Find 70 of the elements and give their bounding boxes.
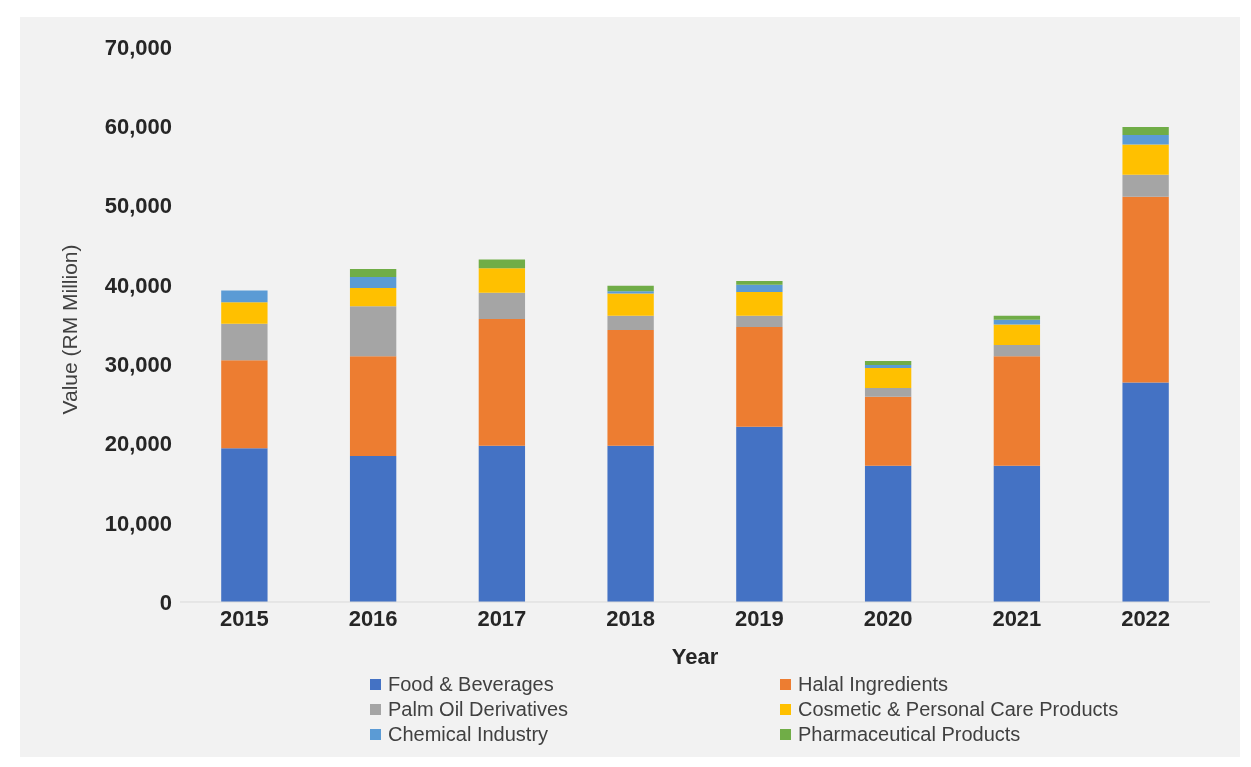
bar bbox=[864, 396, 912, 466]
legend-label: Palm Oil Derivatives bbox=[388, 697, 569, 722]
legend-label: Pharmaceutical Products bbox=[798, 722, 1021, 747]
bar bbox=[864, 465, 912, 602]
bar bbox=[478, 292, 526, 319]
bar bbox=[1122, 196, 1169, 383]
bar bbox=[1122, 382, 1169, 602]
bar bbox=[1122, 144, 1169, 175]
bar bbox=[736, 284, 783, 292]
bar bbox=[349, 269, 397, 277]
bar bbox=[478, 318, 526, 446]
bar bbox=[221, 290, 268, 303]
x-tick-label: 2022 bbox=[1121, 605, 1171, 631]
bar bbox=[478, 259, 526, 269]
bar bbox=[221, 302, 268, 324]
x-axis-title: Year bbox=[671, 644, 719, 669]
bar bbox=[864, 360, 912, 365]
bar bbox=[1122, 135, 1169, 145]
bar bbox=[607, 445, 654, 602]
bar bbox=[349, 356, 397, 457]
legend-label: Food & Beverages bbox=[388, 672, 554, 697]
bar bbox=[736, 291, 783, 316]
bar bbox=[607, 285, 654, 292]
bar bbox=[607, 315, 654, 331]
legend-label: Halal Ingredients bbox=[798, 672, 949, 697]
bar bbox=[993, 345, 1041, 357]
bar bbox=[736, 280, 783, 285]
bar bbox=[993, 324, 1041, 346]
bar bbox=[349, 276, 397, 289]
y-tick-label: 10,000 bbox=[104, 510, 172, 536]
bar bbox=[221, 448, 268, 602]
x-tick-label: 2020 bbox=[863, 605, 913, 631]
bar bbox=[478, 445, 526, 602]
x-tick-label: 2021 bbox=[992, 605, 1042, 631]
bar bbox=[607, 293, 654, 316]
bar bbox=[607, 291, 654, 294]
bar bbox=[993, 315, 1041, 320]
bar bbox=[349, 306, 397, 357]
bar bbox=[1122, 174, 1169, 197]
y-tick-label: 50,000 bbox=[104, 193, 172, 219]
bar bbox=[993, 356, 1041, 466]
bar bbox=[993, 319, 1041, 325]
x-tick-label: 2016 bbox=[348, 605, 398, 631]
x-tick-label: 2018 bbox=[606, 605, 656, 631]
bar bbox=[221, 323, 268, 361]
y-tick-label: 40,000 bbox=[104, 272, 172, 298]
x-tick-label: 2019 bbox=[734, 605, 784, 631]
bar bbox=[993, 465, 1041, 602]
bar bbox=[864, 364, 912, 369]
bar bbox=[349, 288, 397, 307]
legend-label: Cosmetic & Personal Care Products bbox=[798, 697, 1119, 722]
y-tick-label: 30,000 bbox=[104, 351, 172, 377]
y-tick-label: 20,000 bbox=[104, 431, 172, 457]
x-tick-label: 2015 bbox=[219, 605, 269, 631]
x-tick-label: 2017 bbox=[477, 605, 527, 631]
bar bbox=[736, 426, 783, 602]
bar bbox=[221, 360, 268, 449]
bar bbox=[478, 268, 526, 293]
bar bbox=[349, 456, 397, 602]
y-tick-label: 60,000 bbox=[104, 114, 172, 140]
bar bbox=[864, 387, 912, 397]
bar bbox=[607, 330, 654, 446]
bar bbox=[864, 368, 912, 388]
y-tick-label: 70,000 bbox=[104, 34, 172, 60]
bar bbox=[736, 315, 783, 327]
y-tick-label: 0 bbox=[159, 589, 172, 615]
bar bbox=[1122, 127, 1169, 136]
legend-label: Chemical Industry bbox=[388, 722, 549, 747]
bar bbox=[736, 326, 783, 427]
y-axis-title: Value (RM Million) bbox=[58, 244, 82, 415]
